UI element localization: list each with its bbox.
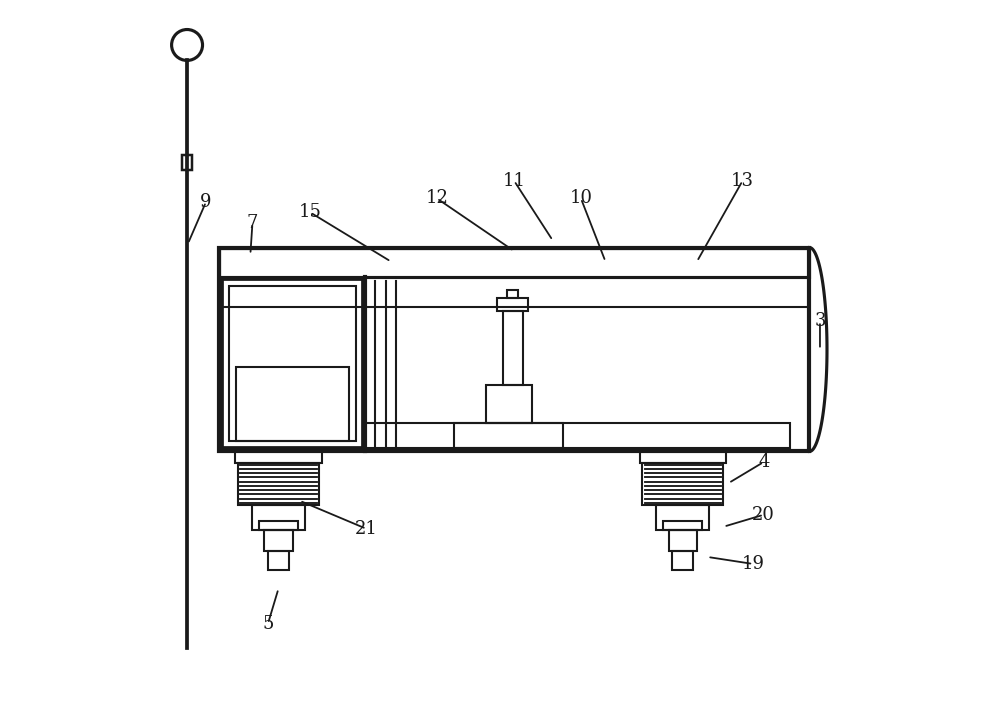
Bar <box>259 521 298 530</box>
Text: 10: 10 <box>569 189 592 208</box>
Text: 9: 9 <box>200 193 212 211</box>
Bar <box>236 367 349 441</box>
Bar <box>454 424 563 448</box>
Bar <box>663 521 702 530</box>
Bar <box>238 462 319 505</box>
Bar <box>669 530 697 551</box>
Bar <box>672 551 693 570</box>
Bar <box>219 248 809 277</box>
Bar <box>229 286 356 441</box>
Bar <box>222 279 363 448</box>
Bar <box>235 451 322 462</box>
Bar <box>507 289 518 298</box>
Bar <box>365 424 790 448</box>
Bar <box>642 462 723 505</box>
Text: 13: 13 <box>731 172 754 190</box>
Bar <box>182 155 192 170</box>
Text: 20: 20 <box>752 505 775 524</box>
Text: 21: 21 <box>355 520 378 538</box>
Text: 5: 5 <box>262 615 274 633</box>
Bar <box>268 551 289 570</box>
Bar <box>640 451 726 462</box>
Bar <box>219 248 809 451</box>
Bar <box>486 385 532 424</box>
Text: 15: 15 <box>299 203 322 222</box>
Bar <box>264 530 293 551</box>
Bar <box>252 505 305 530</box>
Text: 19: 19 <box>742 555 765 573</box>
Text: 12: 12 <box>425 189 448 208</box>
Text: 3: 3 <box>814 312 826 330</box>
Bar <box>497 298 528 311</box>
Text: 4: 4 <box>758 453 769 471</box>
Bar <box>656 505 709 530</box>
Bar <box>503 311 523 385</box>
Text: 7: 7 <box>247 214 258 232</box>
Text: 11: 11 <box>503 172 526 190</box>
